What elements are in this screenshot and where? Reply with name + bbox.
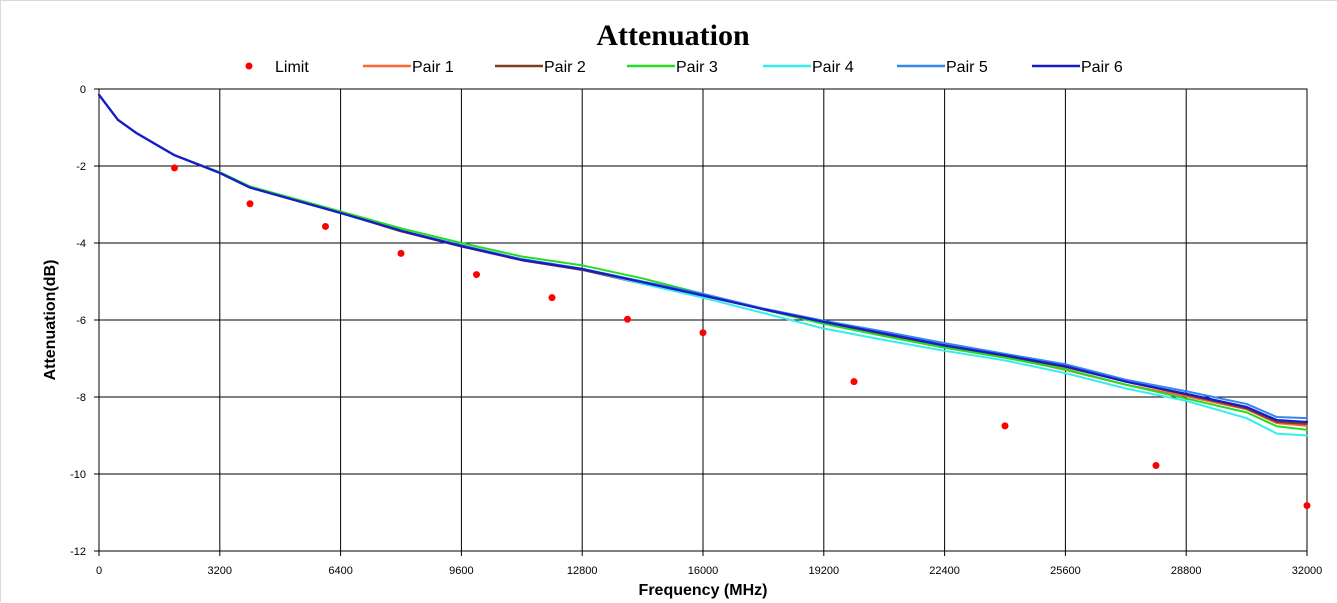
limit-point	[699, 329, 707, 337]
y-tick-label: -6	[76, 315, 86, 327]
x-axis-ticks: 0 3200 6400 9600 12800 16000 19200 22400 25600 28…	[96, 551, 1322, 577]
legend-series-label-6: Pair 6	[1081, 59, 1123, 76]
y-tick-label: -8	[76, 392, 86, 404]
series-line-6	[97, 93, 1309, 424]
y-axis-label: Attenuation(dB)	[42, 260, 59, 381]
x-tick-label: 9600	[449, 565, 473, 577]
y-tick-label: 0	[80, 84, 86, 96]
limit-point	[246, 200, 254, 208]
x-axis-label: Frequency (MHz)	[639, 582, 768, 599]
series-group	[97, 93, 1309, 437]
limit-point	[548, 294, 556, 302]
limit-point	[1001, 422, 1009, 430]
legend: Limit Pair 1 Pair 2 Pair 3 Pair 4 Pair 5 Pair …	[245, 59, 1123, 76]
legend-series-label-3: Pair 3	[676, 59, 718, 76]
legend-limit-label: Limit	[275, 59, 309, 76]
limit-point	[624, 315, 631, 323]
x-tick-label: 6400	[328, 565, 352, 577]
x-tick-label: 19200	[809, 565, 840, 577]
grid	[98, 88, 1308, 552]
legend-series-label-5: Pair 5	[946, 59, 988, 76]
limit-point	[1303, 502, 1311, 510]
y-tick-label: -10	[70, 469, 86, 481]
y-tick-label: -4	[76, 238, 86, 250]
legend-series-label-1: Pair 1	[412, 59, 454, 76]
x-tick-label: 22400	[929, 565, 960, 577]
legend-limit-marker	[245, 62, 253, 70]
y-tick-label: -2	[76, 161, 86, 173]
limit-point	[473, 271, 480, 279]
limit-points	[171, 164, 1311, 510]
x-tick-label: 25600	[1050, 565, 1081, 577]
limit-point	[1152, 462, 1160, 470]
x-tick-label: 28800	[1171, 565, 1202, 577]
x-tick-label: 3200	[208, 565, 232, 577]
limit-point	[850, 378, 858, 386]
x-tick-label: 0	[96, 565, 102, 577]
y-tick-label: -12	[70, 546, 86, 558]
x-tick-label: 12800	[567, 565, 598, 577]
limit-point	[171, 164, 178, 172]
chart-title: Attenuation	[596, 19, 750, 52]
x-tick-label: 16000	[688, 565, 719, 577]
legend-series-label-4: Pair 4	[812, 59, 854, 76]
limit-point	[397, 249, 405, 257]
legend-series-label-2: Pair 2	[544, 59, 586, 76]
x-tick-label: 32000	[1292, 565, 1323, 577]
y-axis-ticks: 0 -2 -4 -6 -8 -10 -12	[70, 84, 99, 558]
limit-point	[322, 222, 329, 230]
